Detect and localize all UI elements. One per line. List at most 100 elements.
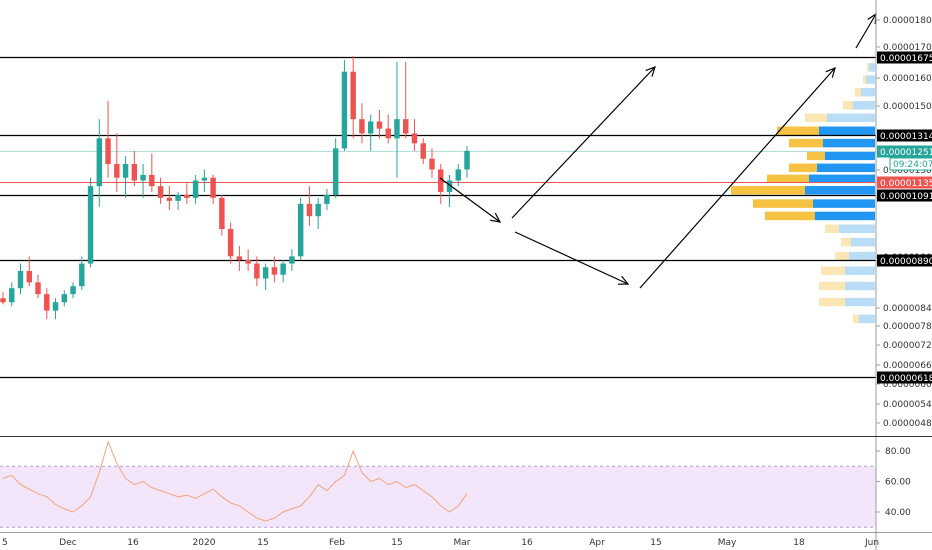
- time-tick-label: 18: [793, 538, 805, 548]
- price-tick-label: 0.00001800: [883, 16, 932, 26]
- volume-profile-down-bar: [819, 281, 845, 291]
- volume-profile-up-bar: [859, 314, 875, 324]
- volume-profile-down-bar: [807, 151, 825, 161]
- volume-profile-up-bar: [809, 174, 875, 184]
- volume-profile-down-bar: [753, 199, 813, 208]
- volume-profile-up-bar: [827, 113, 875, 123]
- price-tag-label: 0.00001314: [880, 132, 932, 142]
- candle-down: [219, 197, 225, 230]
- volume-profile-up-bar: [845, 281, 875, 291]
- price-tick-label: 0.00000540: [883, 400, 932, 410]
- price-tag-label: 0.00001675: [880, 54, 932, 64]
- volume-profile-down-bar: [825, 224, 839, 234]
- candle-down: [26, 270, 32, 283]
- candle-up: [367, 121, 374, 134]
- rsi-tick-label: 60.00: [885, 478, 911, 488]
- candle-up: [52, 302, 59, 311]
- volume-profile: [731, 63, 875, 324]
- candle-down: [227, 229, 234, 257]
- time-tick-label: Mar: [454, 538, 471, 548]
- price-tags: 0.00001675 0.00001314 0.00001251 0.00001135…: [877, 51, 932, 384]
- volume-profile-up-bar: [845, 297, 875, 307]
- candle-down: [0, 298, 6, 303]
- candle-down: [157, 186, 164, 198]
- time-tick-label: 15: [650, 538, 661, 548]
- price-tag-label: 0.00000618: [880, 374, 932, 384]
- volume-profile-down-bar: [841, 237, 851, 247]
- rsi-polyline: [2, 440, 468, 522]
- candle-up: [315, 203, 321, 217]
- volume-profile-down-bar: [767, 174, 809, 184]
- candle-up: [122, 164, 129, 178]
- candle-up: [332, 148, 339, 195]
- time-tick-label: 15: [391, 538, 402, 548]
- candles: [0, 56, 470, 320]
- candle-down: [420, 143, 426, 159]
- rsi-band: [0, 465, 876, 528]
- candle-down: [438, 169, 444, 192]
- time-tick-label: 5: [2, 538, 8, 548]
- volume-profile-up-bar: [853, 101, 875, 110]
- volume-profile-up-bar: [805, 185, 875, 195]
- volume-profile-up-bar: [861, 87, 875, 97]
- time-tick-label: Apr: [589, 538, 605, 548]
- volume-profile-up-bar: [851, 237, 875, 247]
- rsi-band-fill: [0, 466, 876, 528]
- candle-up: [87, 186, 94, 264]
- trend-arrow-head: [645, 65, 656, 77]
- candle-up: [96, 138, 103, 187]
- candle-down: [44, 294, 50, 311]
- volume-profile-up-bar: [845, 266, 875, 275]
- candle-down: [359, 119, 365, 134]
- candle-down: [254, 263, 260, 279]
- volume-profile-down-bar: [805, 113, 827, 123]
- candle-down: [184, 194, 190, 198]
- candle-down: [105, 138, 111, 165]
- candle-up: [9, 288, 15, 303]
- candle-up: [201, 177, 208, 181]
- volume-profile-down-bar: [731, 185, 805, 195]
- candle-up: [455, 169, 461, 181]
- candle-down: [403, 119, 409, 134]
- volume-profile-down-bar: [853, 314, 859, 324]
- price-tag-bg: [877, 371, 932, 384]
- trend-arrows[interactable]: [439, 12, 877, 289]
- price-tag-bg: [877, 51, 932, 64]
- price-tick-label: 0.00000660: [883, 361, 932, 371]
- price-tag-label: 0.00001251: [880, 148, 932, 158]
- countdown-label: 09:24:07: [893, 160, 932, 170]
- countdown-bg: [889, 157, 932, 171]
- price-tag-bg: [877, 189, 932, 202]
- trend-arrow-head: [825, 66, 836, 78]
- price-tag-label: 0.00000890: [880, 257, 932, 267]
- volume-profile-down-bar: [835, 251, 849, 261]
- trend-arrow-head: [490, 212, 502, 223]
- price-tick-label: 0.00000780: [883, 322, 932, 332]
- candle-up: [70, 286, 76, 295]
- candle-up: [175, 194, 181, 201]
- price-tick-label: 0.00000840: [883, 304, 932, 314]
- price-tick-label: 0.00001600: [883, 74, 932, 84]
- volume-profile-down-bar: [789, 163, 817, 173]
- candle-up: [341, 71, 348, 149]
- time-tick-label: May: [718, 538, 737, 548]
- time-tick-label: 16: [127, 538, 139, 548]
- rsi-tick-label: 40.00: [885, 508, 911, 518]
- volume-profile-down-bar: [789, 138, 823, 148]
- candle-up: [17, 270, 24, 289]
- volume-profile-up-bar: [869, 63, 875, 72]
- candle-down: [149, 174, 155, 187]
- horizontal-levels[interactable]: [0, 56, 876, 379]
- trend-arrow-line: [514, 231, 629, 285]
- trend-arrow-line: [639, 67, 836, 289]
- time-tick-label: 16: [521, 538, 533, 548]
- trend-arrow-line: [855, 13, 877, 49]
- candle-up: [79, 263, 85, 287]
- candle-up: [280, 263, 286, 275]
- volume-profile-up-bar: [813, 199, 875, 208]
- volume-profile-down-bar: [855, 87, 861, 97]
- candle-up: [289, 256, 295, 264]
- candle-up: [446, 180, 453, 192]
- volume-profile-up-bar: [825, 151, 875, 161]
